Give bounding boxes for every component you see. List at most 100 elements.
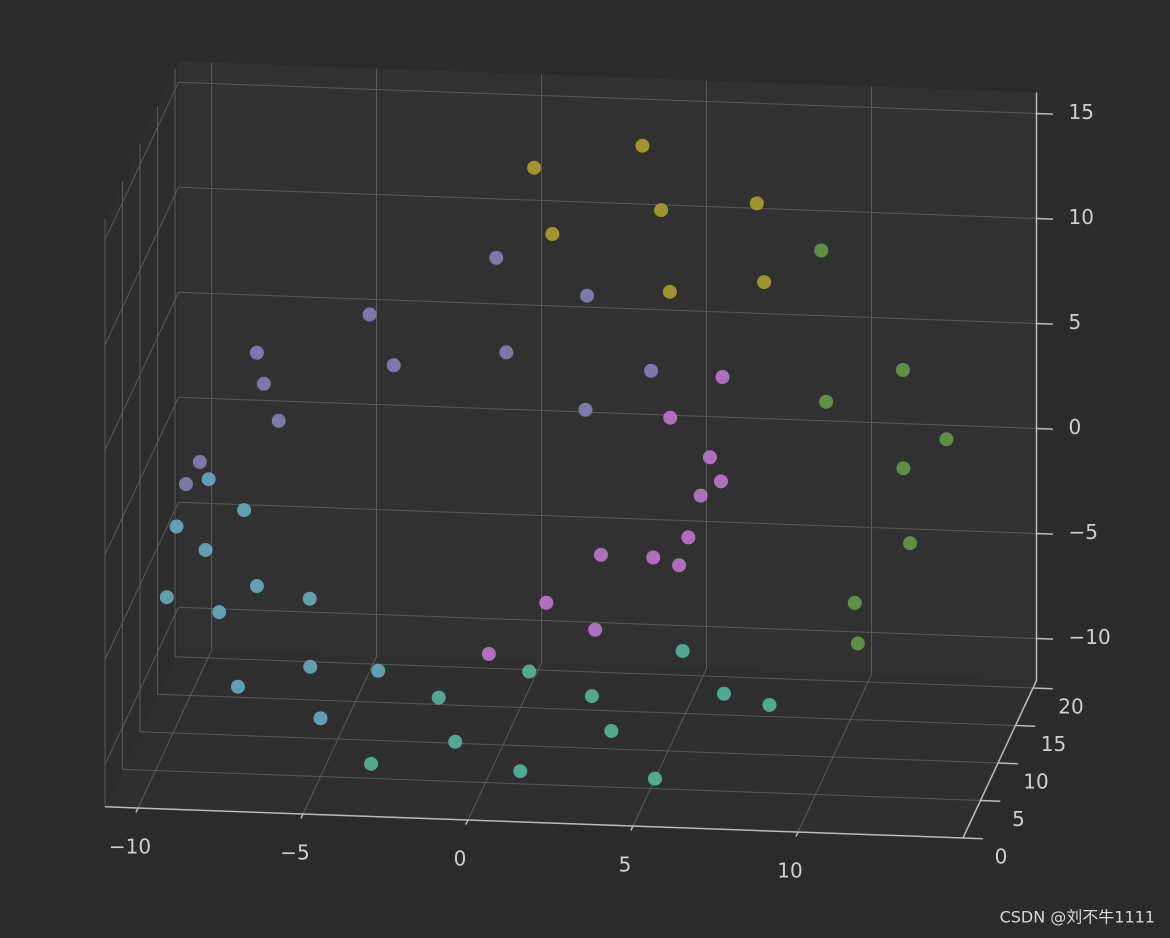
point bbox=[588, 622, 603, 637]
point bbox=[663, 410, 678, 425]
point bbox=[527, 160, 542, 175]
grid-line bbox=[104, 82, 179, 241]
point bbox=[819, 394, 834, 409]
point bbox=[715, 370, 730, 385]
grid-line bbox=[178, 606, 1037, 639]
point bbox=[499, 345, 514, 360]
x-tick bbox=[630, 825, 634, 831]
y-axis-line bbox=[962, 680, 1038, 839]
x-tick bbox=[795, 831, 799, 837]
point bbox=[431, 690, 446, 705]
y-tick bbox=[997, 762, 1018, 765]
point bbox=[362, 307, 377, 322]
grid-line bbox=[302, 656, 377, 815]
point bbox=[654, 203, 669, 218]
point bbox=[198, 542, 213, 557]
point bbox=[895, 363, 910, 377]
z-tick bbox=[1036, 217, 1054, 220]
z-tick-label: 0 bbox=[1069, 415, 1082, 439]
z-tick-label: 10 bbox=[1069, 205, 1094, 229]
point bbox=[448, 734, 463, 749]
point bbox=[522, 664, 537, 679]
point bbox=[481, 646, 496, 661]
point bbox=[302, 591, 317, 606]
grid-line bbox=[104, 292, 179, 451]
z-tick-label: 5 bbox=[1069, 310, 1082, 334]
point bbox=[159, 590, 174, 605]
x-tick-label: −10 bbox=[109, 835, 151, 859]
point bbox=[939, 432, 954, 447]
grid-line bbox=[178, 81, 1037, 114]
y-tick bbox=[1032, 687, 1053, 690]
grid-line bbox=[178, 501, 1037, 534]
point bbox=[672, 558, 687, 573]
x-tick-label: 0 bbox=[454, 847, 467, 871]
point bbox=[646, 550, 661, 565]
z-tick-label: −5 bbox=[1069, 520, 1098, 544]
point bbox=[578, 402, 593, 417]
point bbox=[903, 536, 918, 551]
x-tick-label: 5 bbox=[619, 853, 632, 877]
point bbox=[249, 345, 264, 360]
point bbox=[644, 363, 659, 378]
point bbox=[604, 723, 619, 738]
y-tick-label: 0 bbox=[995, 845, 1008, 869]
grid-line bbox=[632, 668, 707, 827]
grid-line bbox=[122, 768, 981, 801]
x-tick bbox=[300, 813, 304, 819]
point bbox=[675, 643, 690, 658]
point bbox=[702, 450, 717, 465]
point bbox=[178, 477, 193, 492]
point bbox=[635, 138, 650, 153]
point bbox=[237, 503, 252, 518]
point bbox=[489, 250, 504, 265]
z-tick bbox=[1036, 322, 1054, 325]
point bbox=[594, 547, 609, 562]
grid-line bbox=[104, 502, 179, 661]
grid-line bbox=[137, 650, 212, 809]
grid-line bbox=[178, 396, 1037, 429]
point bbox=[230, 679, 245, 694]
z-tick-label: −10 bbox=[1069, 625, 1111, 649]
point bbox=[693, 488, 708, 503]
point bbox=[313, 711, 328, 726]
x-tick-label: 10 bbox=[777, 859, 802, 883]
grid-line bbox=[139, 731, 999, 764]
watermark: CSDN @刘不牛1111 bbox=[1000, 908, 1155, 927]
grid-line bbox=[178, 291, 1037, 324]
grid-line bbox=[797, 674, 872, 833]
point bbox=[249, 579, 264, 594]
point bbox=[580, 288, 595, 303]
point bbox=[850, 636, 865, 651]
point bbox=[256, 376, 271, 391]
y-tick-label: 10 bbox=[1023, 770, 1048, 794]
x-tick bbox=[135, 807, 139, 813]
point bbox=[647, 771, 662, 786]
y-tick-label: 20 bbox=[1058, 695, 1083, 719]
point bbox=[169, 519, 184, 534]
point bbox=[386, 358, 401, 373]
floor-pane bbox=[105, 649, 1037, 838]
z-tick bbox=[1036, 637, 1054, 640]
y-tick-label: 5 bbox=[1012, 807, 1025, 831]
point bbox=[513, 764, 528, 779]
x-tick bbox=[465, 819, 469, 825]
point bbox=[545, 227, 560, 242]
point bbox=[539, 595, 554, 610]
z-tick bbox=[1036, 532, 1054, 535]
point bbox=[303, 659, 318, 674]
grid-line bbox=[104, 607, 179, 766]
point bbox=[271, 413, 286, 428]
z-tick bbox=[1036, 427, 1054, 430]
grid-line bbox=[104, 187, 179, 346]
point bbox=[584, 689, 599, 704]
grid-line bbox=[467, 662, 542, 821]
grid-line bbox=[157, 693, 1016, 726]
point bbox=[681, 530, 696, 545]
point bbox=[749, 196, 764, 211]
point bbox=[371, 663, 386, 678]
x-axis-line bbox=[104, 806, 964, 839]
point bbox=[662, 284, 677, 299]
y-tick bbox=[1015, 724, 1036, 727]
